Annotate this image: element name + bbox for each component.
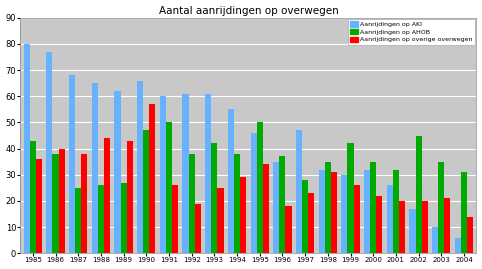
Bar: [59, 148, 65, 253]
Bar: [234, 154, 240, 253]
Bar: [393, 169, 399, 253]
Bar: [217, 188, 224, 253]
Bar: [205, 94, 211, 253]
Title: Aantal aanrijdingen op overwegen: Aantal aanrijdingen op overwegen: [159, 6, 338, 16]
Bar: [81, 154, 87, 253]
Bar: [195, 204, 201, 253]
Bar: [354, 185, 360, 253]
Bar: [149, 104, 156, 253]
Bar: [432, 227, 438, 253]
Bar: [257, 122, 263, 253]
Bar: [75, 188, 81, 253]
Bar: [308, 193, 314, 253]
Bar: [160, 96, 166, 253]
Bar: [69, 75, 75, 253]
Bar: [376, 196, 382, 253]
Bar: [240, 177, 246, 253]
Bar: [211, 143, 217, 253]
Bar: [455, 238, 461, 253]
Bar: [415, 136, 422, 253]
Bar: [98, 185, 104, 253]
Bar: [409, 209, 415, 253]
Bar: [46, 52, 53, 253]
Bar: [183, 94, 188, 253]
Bar: [285, 206, 292, 253]
Bar: [127, 141, 133, 253]
Bar: [120, 183, 127, 253]
Bar: [461, 172, 467, 253]
Bar: [188, 154, 195, 253]
Bar: [166, 122, 172, 253]
Bar: [104, 138, 110, 253]
Bar: [348, 143, 354, 253]
Bar: [143, 130, 149, 253]
Bar: [92, 83, 98, 253]
Bar: [341, 175, 348, 253]
Bar: [273, 162, 280, 253]
Legend: Aanrijdingen op AKI, Aanrijdingen op AHOB, Aanrijdingen op overige overwegen: Aanrijdingen op AKI, Aanrijdingen op AHO…: [348, 19, 475, 45]
Bar: [114, 91, 120, 253]
Bar: [331, 172, 337, 253]
Bar: [302, 180, 308, 253]
Bar: [387, 185, 393, 253]
Bar: [251, 133, 257, 253]
Bar: [467, 217, 473, 253]
Bar: [30, 141, 36, 253]
Bar: [24, 44, 30, 253]
Bar: [319, 169, 325, 253]
Bar: [325, 162, 331, 253]
Bar: [228, 109, 234, 253]
Bar: [172, 185, 178, 253]
Bar: [137, 80, 143, 253]
Bar: [280, 157, 285, 253]
Bar: [444, 198, 451, 253]
Bar: [399, 201, 405, 253]
Bar: [296, 130, 302, 253]
Bar: [53, 154, 59, 253]
Bar: [36, 159, 42, 253]
Bar: [370, 162, 376, 253]
Bar: [263, 164, 269, 253]
Bar: [364, 169, 370, 253]
Bar: [422, 201, 428, 253]
Bar: [438, 162, 444, 253]
